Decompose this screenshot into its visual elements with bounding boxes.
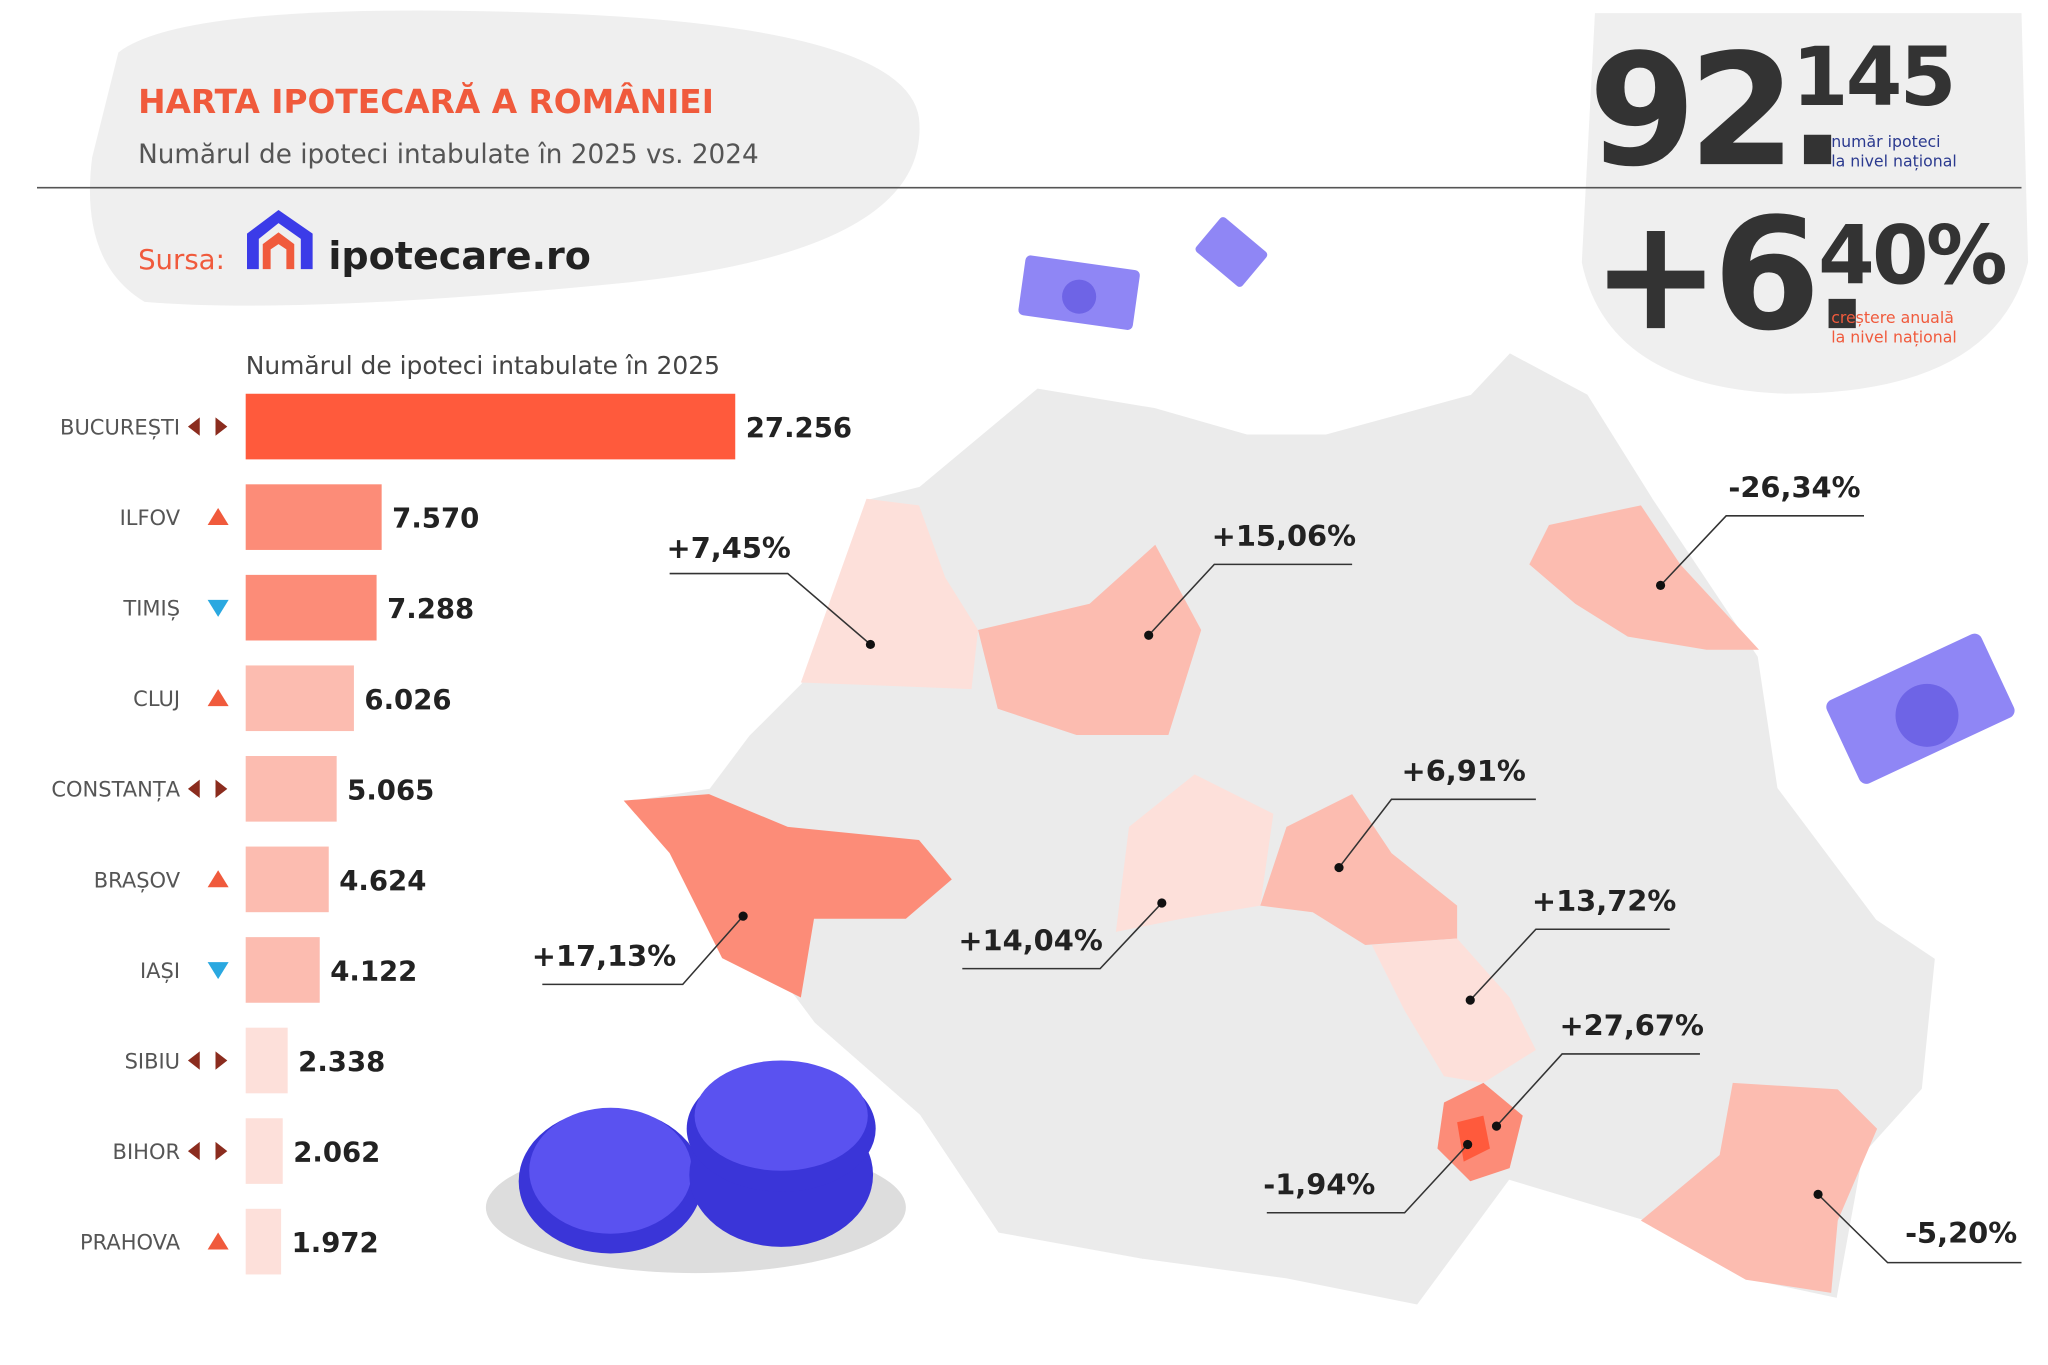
value-label: 4.122 bbox=[330, 955, 417, 987]
category-label: TIMIȘ bbox=[122, 597, 180, 621]
trend-icon bbox=[187, 1051, 228, 1070]
count-caption: la nivel național bbox=[1831, 152, 1957, 171]
bar bbox=[245, 937, 320, 1003]
map-label: +7,45% bbox=[667, 531, 791, 565]
leader-dot bbox=[865, 639, 876, 650]
title: HARTA IPOTECARĂ A ROMÂNIEI bbox=[138, 81, 714, 121]
leader-line bbox=[962, 902, 1163, 970]
leader-dot bbox=[1334, 862, 1344, 873]
map-label: -5,20% bbox=[1905, 1216, 2017, 1250]
trend-icon bbox=[187, 779, 228, 798]
category-label: BRAȘOV bbox=[94, 868, 181, 892]
map-label: -26,34% bbox=[1728, 470, 1860, 504]
growth-caption: creștere anuală bbox=[1831, 308, 1954, 327]
trend-icon bbox=[207, 1232, 229, 1250]
leader-dot bbox=[1813, 1189, 1823, 1199]
leader-dot bbox=[738, 911, 748, 921]
leader-dot bbox=[1655, 580, 1666, 590]
leader-line bbox=[1495, 1053, 1700, 1127]
category-label: ILFOV bbox=[120, 506, 181, 530]
bar bbox=[245, 665, 354, 732]
bar bbox=[245, 484, 382, 550]
bar bbox=[245, 846, 329, 913]
count-main: 92. bbox=[1588, 20, 1839, 201]
leader-line bbox=[542, 915, 744, 986]
trend-icon bbox=[207, 599, 229, 617]
trend-icon bbox=[207, 962, 229, 980]
category-label: SIBIU bbox=[125, 1049, 181, 1073]
logo bbox=[247, 210, 313, 270]
trend-icon bbox=[207, 507, 229, 525]
value-label: 4.624 bbox=[339, 865, 426, 897]
bar bbox=[245, 1027, 288, 1094]
bar bbox=[245, 393, 736, 460]
category-label: CONSTANȚA bbox=[51, 778, 180, 802]
value-label: 7.288 bbox=[387, 593, 474, 625]
map-label: -1,94% bbox=[1263, 1167, 1375, 1201]
growth-caption: la nivel național bbox=[1831, 328, 1957, 347]
leader-dot bbox=[1465, 995, 1475, 1005]
leader-dot bbox=[1157, 898, 1167, 908]
map-label: +6,91% bbox=[1402, 754, 1526, 788]
trend-icon bbox=[207, 689, 229, 707]
map-label: +27,67% bbox=[1559, 1009, 1703, 1043]
trend-icon bbox=[187, 417, 228, 436]
map-label: +13,72% bbox=[1532, 884, 1676, 918]
leader-dot bbox=[1491, 1121, 1502, 1131]
value-label: 5.065 bbox=[347, 774, 434, 806]
category-label: CLUJ bbox=[133, 687, 180, 711]
leader-line bbox=[669, 572, 871, 646]
value-label: 7.570 bbox=[392, 503, 479, 535]
leader-line bbox=[1338, 798, 1536, 869]
value-label: 6.026 bbox=[364, 684, 451, 716]
value-label: 27.256 bbox=[746, 412, 852, 444]
category-label: BUCUREȘTI bbox=[60, 415, 180, 439]
value-label: 1.972 bbox=[292, 1227, 379, 1259]
bar bbox=[245, 1208, 282, 1275]
leader-line bbox=[1148, 563, 1353, 636]
category-label: PRAHOVA bbox=[80, 1231, 181, 1255]
growth-main: +6. bbox=[1591, 184, 1864, 365]
leader-line bbox=[1469, 928, 1670, 1001]
value-label: 2.062 bbox=[293, 1137, 380, 1169]
growth-rest: 40% bbox=[1818, 209, 2005, 304]
count-rest: 145 bbox=[1792, 30, 1954, 125]
map bbox=[621, 350, 1938, 1308]
source-name: ipotecare.ro bbox=[328, 234, 591, 278]
decorations bbox=[485, 217, 2015, 1274]
count-caption: număr ipoteci bbox=[1831, 132, 1940, 151]
chart-title: Numărul de ipoteci intabulate în 2025 bbox=[246, 351, 720, 380]
value-label: 2.338 bbox=[298, 1046, 385, 1078]
bar bbox=[245, 1118, 283, 1184]
category-label: BIHOR bbox=[113, 1140, 181, 1164]
map-label: +14,04% bbox=[958, 923, 1102, 957]
leader-dot bbox=[1463, 1139, 1473, 1150]
leader-line bbox=[1659, 515, 1864, 586]
category-label: IAȘI bbox=[140, 959, 180, 983]
source-label: Sursa: bbox=[138, 244, 225, 276]
bar bbox=[245, 574, 377, 641]
leader-line bbox=[1817, 1193, 2022, 1264]
map-label: +17,13% bbox=[532, 939, 676, 973]
leader-dot bbox=[1144, 630, 1154, 640]
subtitle: Numărul de ipoteci intabulate în 2025 vs… bbox=[138, 140, 759, 170]
bar bbox=[245, 756, 337, 822]
trend-icon bbox=[207, 870, 229, 888]
map-label: +15,06% bbox=[1212, 519, 1356, 553]
leader-line bbox=[1266, 1143, 1469, 1214]
stats-blob bbox=[1581, 13, 2029, 394]
trend-icon bbox=[187, 1141, 228, 1161]
